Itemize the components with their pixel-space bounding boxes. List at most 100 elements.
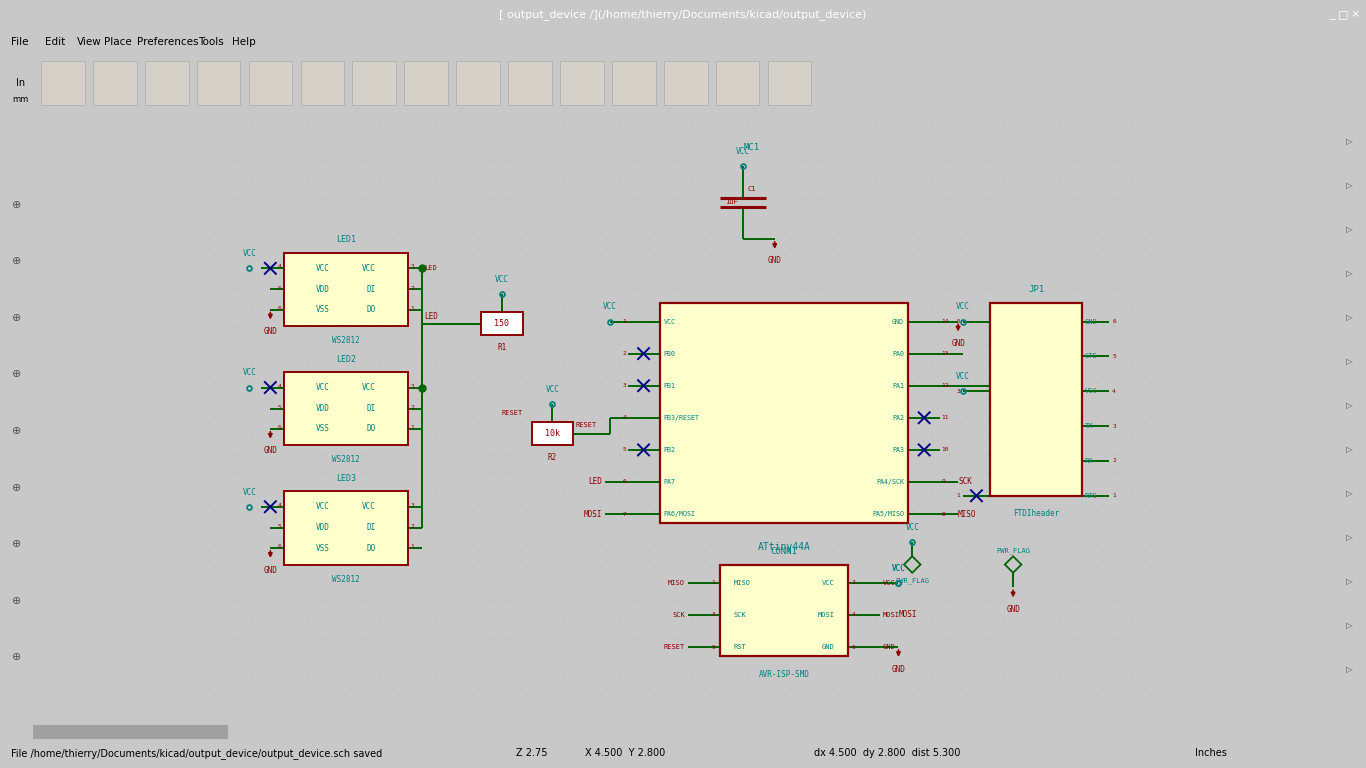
- Text: PA7: PA7: [664, 479, 676, 485]
- Text: PB3/RESET: PB3/RESET: [664, 415, 699, 421]
- Text: mm: mm: [12, 95, 29, 104]
- Text: VDD: VDD: [316, 523, 331, 532]
- Text: VCC: VCC: [362, 264, 376, 273]
- Text: GND: GND: [892, 319, 904, 325]
- Text: 4: 4: [852, 612, 855, 617]
- Text: PB2: PB2: [664, 447, 676, 453]
- Text: SCK: SCK: [734, 612, 746, 618]
- Text: 4: 4: [623, 415, 626, 420]
- FancyBboxPatch shape: [612, 61, 656, 105]
- Text: VDD: VDD: [316, 285, 331, 294]
- Text: VCC: VCC: [956, 372, 970, 381]
- Text: GND: GND: [1085, 319, 1097, 325]
- Text: ⊕: ⊕: [12, 426, 20, 436]
- Text: 9: 9: [941, 479, 945, 485]
- Text: 5: 5: [956, 319, 960, 324]
- Text: VCC: VCC: [906, 522, 919, 531]
- Text: VCC: VCC: [821, 580, 835, 586]
- Text: ▷: ▷: [1347, 357, 1352, 366]
- Text: C1: C1: [747, 186, 755, 191]
- Text: PA5/MISO: PA5/MISO: [872, 511, 904, 517]
- Text: Place: Place: [104, 37, 131, 48]
- Text: SCK: SCK: [672, 612, 684, 618]
- Text: RESET: RESET: [575, 422, 597, 428]
- Text: ▷: ▷: [1347, 578, 1352, 586]
- Text: GND: GND: [1007, 605, 1020, 614]
- Text: DI: DI: [366, 523, 376, 532]
- Text: VCC: VCC: [1085, 388, 1097, 394]
- Text: VCC: VCC: [736, 147, 750, 156]
- Text: 2: 2: [852, 581, 855, 585]
- Text: □: □: [1337, 9, 1348, 20]
- Text: VCC: VCC: [956, 303, 970, 311]
- Text: 10k: 10k: [545, 429, 560, 439]
- Text: In: In: [16, 78, 25, 88]
- Text: 5: 5: [623, 448, 626, 452]
- Text: 11: 11: [941, 415, 949, 420]
- Text: VCC: VCC: [242, 250, 257, 258]
- Text: 2: 2: [411, 286, 414, 290]
- Text: GND: GND: [821, 644, 835, 650]
- Text: _: _: [1329, 9, 1335, 20]
- Text: 5: 5: [712, 644, 714, 650]
- FancyBboxPatch shape: [145, 61, 189, 105]
- Text: RST: RST: [734, 644, 746, 650]
- Text: GND: GND: [768, 257, 781, 266]
- Text: 2: 2: [1112, 458, 1116, 463]
- Text: 10: 10: [941, 448, 949, 452]
- Text: ▷: ▷: [1347, 226, 1352, 234]
- Text: VCC: VCC: [664, 319, 676, 325]
- Text: VCC: VCC: [316, 502, 331, 511]
- FancyBboxPatch shape: [560, 61, 604, 105]
- Bar: [284, 253, 408, 326]
- Bar: [284, 492, 408, 564]
- Text: 1: 1: [1112, 493, 1116, 498]
- Text: DO: DO: [366, 544, 376, 552]
- Text: VCC: VCC: [316, 383, 331, 392]
- Text: RX: RX: [1085, 458, 1093, 464]
- FancyBboxPatch shape: [456, 61, 500, 105]
- Text: ATtiny44A: ATtiny44A: [757, 541, 810, 551]
- Text: MOSI: MOSI: [583, 510, 602, 518]
- Bar: [481, 313, 523, 336]
- Text: VDD: VDD: [316, 404, 331, 413]
- Text: View: View: [76, 37, 101, 48]
- Text: VCC: VCC: [545, 385, 559, 394]
- Text: VCC: VCC: [494, 275, 508, 284]
- Text: RESET: RESET: [501, 410, 523, 416]
- Text: VCC: VCC: [362, 383, 376, 392]
- Text: MC1: MC1: [743, 143, 759, 152]
- Text: 7: 7: [623, 511, 626, 517]
- Text: VCC: VCC: [316, 264, 331, 273]
- Text: VCC: VCC: [242, 369, 257, 377]
- Text: GND: GND: [892, 664, 906, 674]
- Text: MISO: MISO: [958, 510, 977, 518]
- Text: Z 2.75: Z 2.75: [516, 748, 548, 759]
- Text: 5: 5: [277, 286, 281, 290]
- Text: LED: LED: [425, 313, 438, 322]
- Text: VCC: VCC: [892, 564, 906, 573]
- FancyBboxPatch shape: [716, 61, 759, 105]
- Text: Preferences: Preferences: [137, 37, 198, 48]
- Text: ▷: ▷: [1347, 270, 1352, 279]
- Text: R1: R1: [497, 343, 507, 352]
- Text: JP1: JP1: [1029, 285, 1044, 294]
- Bar: [990, 303, 1082, 495]
- Text: PA0: PA0: [892, 351, 904, 356]
- Text: PB0: PB0: [664, 351, 676, 356]
- Text: 3: 3: [712, 612, 714, 617]
- Text: SCK: SCK: [958, 478, 973, 486]
- Text: ⊕: ⊕: [12, 482, 20, 492]
- Text: GND: GND: [264, 327, 277, 336]
- Text: LED2: LED2: [336, 355, 357, 364]
- Text: VSS: VSS: [316, 424, 331, 433]
- Text: ▷: ▷: [1347, 533, 1352, 542]
- Text: VSS: VSS: [316, 305, 331, 314]
- Text: 6: 6: [623, 479, 626, 485]
- Text: MISO: MISO: [734, 580, 750, 586]
- Bar: [720, 564, 848, 656]
- Text: 1: 1: [411, 425, 414, 430]
- Text: 4: 4: [277, 384, 281, 389]
- Text: ⊕: ⊕: [12, 369, 20, 379]
- Text: PA2: PA2: [892, 415, 904, 421]
